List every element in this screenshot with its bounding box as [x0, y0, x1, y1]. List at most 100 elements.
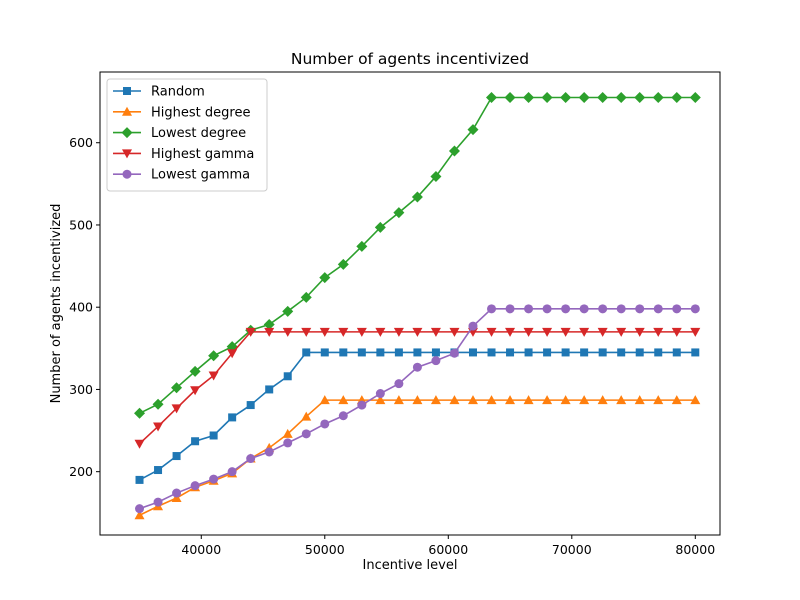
data-point	[542, 395, 553, 405]
data-point	[191, 437, 200, 446]
data-point	[431, 348, 440, 357]
data-point	[467, 124, 479, 136]
data-point	[356, 327, 367, 337]
data-point	[672, 348, 681, 357]
y-tick-label: 500	[69, 217, 93, 232]
data-point	[597, 91, 609, 103]
data-point	[300, 291, 312, 303]
data-point	[689, 91, 701, 103]
data-point	[172, 452, 181, 461]
data-point	[393, 207, 405, 219]
legend-entry: Random	[113, 85, 205, 100]
data-point	[134, 407, 146, 419]
data-point	[431, 356, 441, 366]
data-point	[320, 348, 329, 357]
legend-frame	[106, 78, 268, 192]
data-point	[209, 474, 219, 484]
data-point	[430, 170, 442, 182]
data-point	[672, 304, 682, 314]
data-point	[561, 304, 571, 314]
x-tick-label: 70000	[552, 542, 592, 557]
x-tick-label: 60000	[428, 542, 468, 557]
x-tick-label: 40000	[181, 542, 221, 557]
legend: Random Highest degree Lowest degree Highest…	[106, 78, 268, 192]
data-point	[172, 488, 182, 498]
data-point	[560, 395, 571, 405]
data-point	[171, 382, 183, 394]
data-point	[486, 91, 498, 103]
data-point	[153, 497, 163, 507]
legend-label: Lowest degree	[151, 126, 246, 141]
data-point	[412, 395, 423, 405]
x-axis: 40000 50000 60000 70000 80000	[181, 535, 715, 557]
data-point	[487, 348, 496, 357]
data-point	[356, 240, 368, 252]
data-point	[653, 327, 664, 337]
data-point	[412, 327, 423, 337]
legend-label: Lowest gamma	[151, 168, 250, 183]
data-point	[634, 327, 645, 337]
data-point	[654, 348, 663, 357]
data-point	[154, 466, 163, 475]
data-point	[486, 327, 497, 337]
legend-marker	[122, 169, 132, 179]
y-axis-title: Number of agents incentivized	[49, 204, 64, 404]
data-point	[282, 428, 293, 438]
data-point	[263, 318, 275, 330]
y-tick-label: 400	[69, 300, 93, 315]
data-point	[597, 327, 608, 337]
data-point	[412, 362, 422, 372]
data-point	[393, 327, 404, 337]
data-point	[597, 395, 608, 405]
data-point	[541, 91, 553, 103]
data-point	[357, 400, 367, 410]
data-point	[190, 481, 200, 491]
data-point	[227, 467, 237, 477]
data-point	[135, 475, 144, 484]
legend-label: Random	[151, 85, 205, 100]
data-point	[264, 327, 275, 337]
legend-marker	[123, 87, 131, 95]
data-point	[228, 413, 237, 422]
data-point	[338, 395, 349, 405]
data-point	[302, 348, 311, 357]
data-point	[282, 327, 293, 337]
data-point	[375, 395, 386, 405]
legend-marker	[122, 106, 132, 116]
legend-marker	[122, 149, 132, 159]
data-point	[542, 327, 553, 337]
data-point	[448, 145, 460, 157]
data-point	[560, 327, 571, 337]
series-lowest-gamma	[135, 304, 700, 514]
data-point	[301, 429, 311, 439]
data-point	[542, 304, 552, 314]
data-point	[616, 304, 626, 314]
x-tick-label: 80000	[675, 542, 715, 557]
data-point	[430, 395, 441, 405]
data-point	[301, 327, 312, 337]
data-point	[209, 431, 218, 440]
data-point	[357, 348, 366, 357]
y-tick-label: 600	[69, 135, 93, 150]
data-point	[615, 91, 627, 103]
data-point	[653, 304, 663, 314]
data-point	[449, 348, 459, 358]
data-point	[467, 395, 478, 405]
data-point	[339, 348, 348, 357]
data-point	[691, 348, 700, 357]
data-point	[282, 305, 294, 317]
data-point	[504, 91, 516, 103]
data-point	[189, 365, 201, 377]
data-point	[264, 447, 274, 457]
data-point	[634, 91, 646, 103]
data-point	[171, 404, 182, 414]
data-point	[376, 348, 385, 357]
series-highest-gamma	[134, 327, 701, 449]
data-point	[580, 348, 589, 357]
data-point	[578, 91, 590, 103]
data-point	[524, 304, 534, 314]
legend-entry: Lowest gamma	[113, 168, 250, 183]
y-tick-label: 200	[69, 464, 93, 479]
data-point	[616, 395, 627, 405]
legend-entry: Highest degree	[113, 105, 250, 120]
